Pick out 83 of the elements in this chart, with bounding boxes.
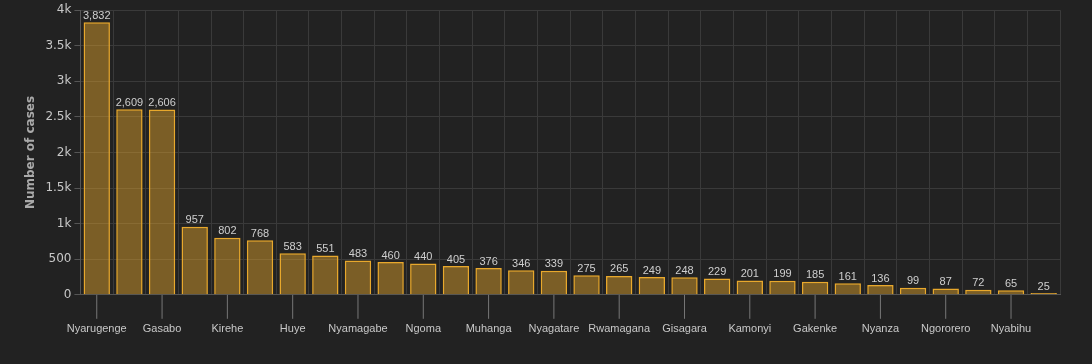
bar (246, 240, 274, 295)
y-tick-label: 0 (63, 286, 72, 301)
x-tick-label: Huye (279, 322, 306, 335)
data-label: 957 (185, 213, 204, 226)
x-tick-label: Kirehe (211, 322, 244, 335)
y-tick-label: 500 (48, 251, 72, 266)
x-tick-label: Nyabihu (990, 322, 1032, 335)
x-tick-label: Kamonyi (728, 322, 772, 335)
bar (540, 270, 568, 295)
data-label: 483 (348, 246, 368, 259)
bar (181, 226, 208, 295)
data-label: 405 (446, 252, 466, 265)
data-label: 3,832 (82, 8, 111, 21)
y-tick-label: 3k (56, 73, 72, 88)
x-tick-label: Muhanga (465, 322, 513, 335)
y-tick-label: 1.5k (45, 180, 72, 195)
y-tick-label: 4k (56, 2, 72, 17)
y-tick-label: 3.5k (45, 37, 72, 52)
bar (769, 280, 796, 295)
x-tick-label: Gisagara (662, 322, 708, 335)
bar (867, 285, 894, 295)
data-label: 768 (250, 226, 270, 239)
data-label: 460 (381, 248, 400, 261)
data-label: 201 (740, 267, 759, 280)
bar (279, 253, 306, 295)
data-label: 275 (577, 261, 596, 274)
bar (606, 275, 633, 295)
data-label: 136 (871, 271, 890, 284)
bar (671, 277, 698, 295)
bar (736, 280, 763, 295)
data-label: 440 (414, 250, 433, 263)
data-label: 229 (707, 265, 727, 278)
bar (573, 275, 600, 295)
y-tick-label: 2k (56, 144, 72, 159)
data-label: 87 (939, 275, 952, 288)
x-tick-label: Nyamagabe (328, 322, 388, 335)
bar (508, 270, 535, 295)
data-label: 802 (218, 224, 237, 237)
data-label: 185 (805, 268, 825, 281)
bar (442, 265, 470, 295)
y-tick-label: 2.5k (45, 109, 72, 124)
x-tick-label: Nyagatare (528, 322, 580, 335)
bar (148, 109, 176, 295)
data-label: 376 (479, 254, 498, 267)
y-axis-title: Number of cases (23, 95, 38, 210)
bar (638, 277, 666, 295)
bar (475, 268, 502, 295)
data-label: 249 (642, 263, 662, 276)
bar (344, 260, 372, 295)
data-label: 2,606 (148, 95, 176, 108)
bar (834, 283, 861, 295)
bar (801, 281, 829, 295)
data-label: 65 (1004, 276, 1018, 289)
data-label: 25 (1037, 279, 1050, 292)
bar (377, 262, 404, 295)
data-label: 161 (838, 269, 857, 282)
x-tick-label: Ngororero (920, 322, 971, 335)
data-label: 583 (283, 239, 302, 252)
bar (116, 109, 143, 295)
x-tick-label: Ngoma (405, 322, 442, 335)
bar (410, 263, 437, 295)
data-label: 346 (512, 256, 531, 269)
data-label: 72 (972, 276, 985, 289)
x-tick-label: Gasabo (142, 322, 182, 335)
data-label: 265 (610, 262, 629, 275)
data-label: 248 (675, 263, 694, 276)
data-label: 99 (906, 274, 920, 287)
x-tick-label: Gakenke (793, 322, 838, 335)
bar (965, 289, 992, 295)
x-tick-label: Nyarugenge (66, 322, 127, 335)
data-label: 339 (544, 257, 564, 270)
data-label: 199 (773, 267, 792, 280)
bar (932, 288, 959, 295)
y-tick-label: 1k (56, 215, 72, 230)
bar (312, 255, 339, 295)
data-label: 551 (316, 242, 335, 255)
x-tick-label: Rwamagana (588, 322, 651, 335)
data-label: 2,609 (115, 95, 144, 108)
x-tick-label: Nyanza (861, 322, 900, 335)
bar (703, 278, 731, 295)
bar (83, 22, 110, 295)
bar (899, 287, 927, 295)
bar (214, 237, 241, 295)
